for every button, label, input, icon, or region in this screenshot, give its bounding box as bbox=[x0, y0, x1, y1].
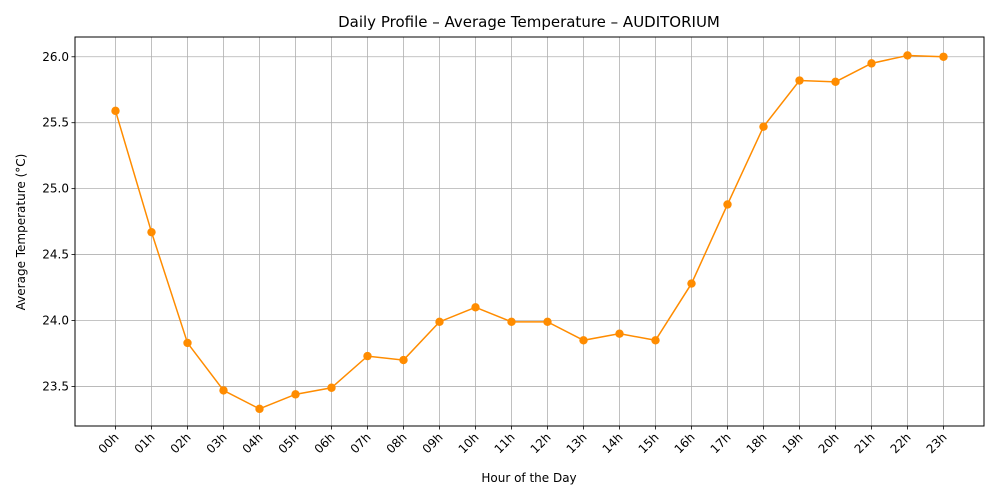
x-tick-label: 13h bbox=[564, 430, 590, 456]
data-point bbox=[183, 338, 192, 348]
x-tick-label: 02h bbox=[168, 430, 194, 456]
x-tick-label: 11h bbox=[492, 430, 518, 456]
y-tick-label: 24.0 bbox=[42, 314, 69, 328]
x-tick-label: 07h bbox=[348, 430, 374, 456]
x-tick-label: 05h bbox=[276, 430, 302, 456]
x-tick-label: 03h bbox=[204, 430, 230, 456]
x-tick-label: 08h bbox=[384, 430, 410, 456]
x-tick-label: 18h bbox=[744, 430, 770, 456]
data-point bbox=[651, 336, 660, 345]
y-axis-label: Average Temperature (°C) bbox=[14, 154, 28, 311]
x-tick-label: 09h bbox=[420, 430, 446, 456]
y-tick-label: 26.0 bbox=[42, 50, 69, 64]
data-point bbox=[939, 52, 948, 61]
x-tick-label: 17h bbox=[708, 430, 734, 456]
plot-frame bbox=[74, 36, 985, 427]
data-point bbox=[471, 303, 480, 312]
data-point bbox=[399, 355, 408, 365]
y-tick-label: 24.5 bbox=[42, 248, 69, 262]
data-point bbox=[327, 383, 336, 392]
x-tick-label: 19h bbox=[780, 430, 806, 456]
data-point bbox=[795, 76, 804, 85]
data-point bbox=[435, 317, 444, 327]
x-axis: 00h 01h 02h 03h 04h 05h 06h 07h 08h 09h 10h 11h 12h 1… bbox=[96, 426, 950, 456]
x-tick-label: 12h bbox=[528, 430, 554, 456]
x-tick-label: 04h bbox=[240, 430, 266, 456]
data-point bbox=[111, 106, 120, 116]
y-axis: 23.5 24.0 24.5 25.0 25.5 26.0 bbox=[42, 50, 75, 393]
data-point bbox=[255, 404, 264, 414]
data-point bbox=[615, 329, 624, 338]
x-tick-label: 23h bbox=[924, 430, 950, 456]
x-tick-label: 22h bbox=[888, 430, 914, 456]
x-tick-label: 15h bbox=[636, 430, 662, 456]
data-point bbox=[687, 279, 696, 288]
x-tick-label: 00h bbox=[96, 430, 122, 456]
x-tick-label: 06h bbox=[312, 430, 338, 456]
data-point bbox=[543, 317, 552, 327]
series-path bbox=[114, 54, 944, 410]
y-tick-label: 25.5 bbox=[42, 116, 69, 130]
x-tick-label: 14h bbox=[600, 430, 626, 456]
data-point bbox=[831, 77, 840, 87]
data-point bbox=[147, 227, 156, 237]
x-tick-label: 20h bbox=[816, 430, 842, 456]
data-point bbox=[579, 336, 588, 345]
chart-title: Daily Profile – Average Temperature – AU… bbox=[338, 13, 720, 31]
x-tick-label: 21h bbox=[852, 430, 878, 456]
data-point bbox=[723, 200, 732, 209]
data-point bbox=[759, 122, 768, 131]
data-point bbox=[363, 351, 372, 361]
x-axis-label: Hour of the Day bbox=[481, 471, 576, 485]
y-tick-label: 23.5 bbox=[42, 379, 69, 393]
data-point bbox=[507, 317, 516, 327]
series-line bbox=[111, 51, 948, 414]
x-tick-label: 10h bbox=[456, 430, 482, 456]
x-tick-label: 16h bbox=[672, 430, 698, 456]
data-point bbox=[219, 386, 228, 395]
data-point bbox=[903, 51, 912, 60]
data-point bbox=[867, 59, 876, 68]
data-point bbox=[291, 390, 300, 399]
x-tick-label: 01h bbox=[132, 430, 158, 456]
y-tick-label: 25.0 bbox=[42, 182, 69, 196]
grid bbox=[75, 37, 984, 426]
